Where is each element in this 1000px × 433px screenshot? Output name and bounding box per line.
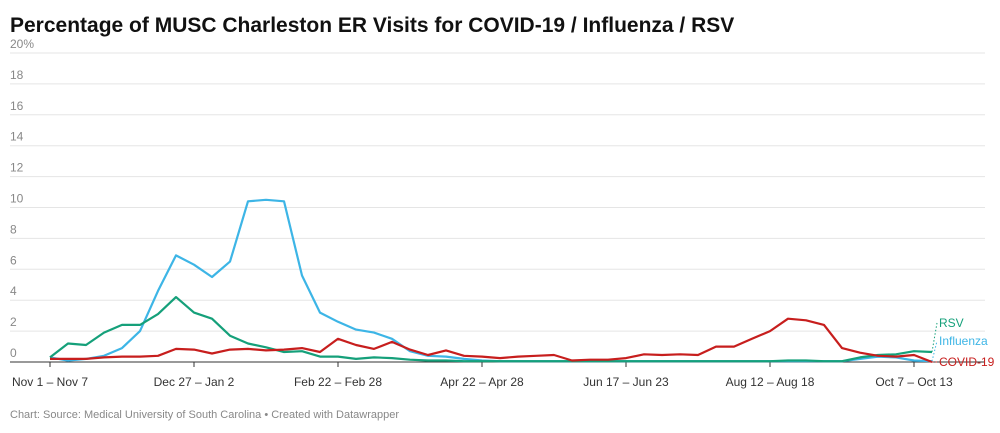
series-label: COVID-19 <box>939 355 995 369</box>
y-tick-label: 2 <box>10 315 17 329</box>
x-tick-label: Oct 7 – Oct 13 <box>875 375 953 389</box>
y-tick-label: 10 <box>10 192 24 206</box>
series-line <box>49 198 933 363</box>
label-leader <box>931 322 938 353</box>
series-label: Influenza <box>939 334 988 348</box>
chart-title: Percentage of MUSC Charleston ER Visits … <box>10 14 734 37</box>
x-tick-label: Feb 22 – Feb 28 <box>294 375 382 389</box>
y-tick-label: 0 <box>10 346 17 360</box>
series-label: RSV <box>939 316 964 330</box>
x-tick-label: Aug 12 – Aug 18 <box>726 375 815 389</box>
y-tick-label: 8 <box>10 222 17 236</box>
y-tick-label: 6 <box>10 253 17 267</box>
series-line <box>49 296 933 363</box>
y-tick-label: 14 <box>10 130 24 144</box>
x-tick-label: Apr 22 – Apr 28 <box>440 375 524 389</box>
x-tick-label: Dec 27 – Jan 2 <box>154 375 235 389</box>
y-tick-label: 20% <box>10 37 34 51</box>
x-tick-label: Nov 1 – Nov 7 <box>12 375 88 389</box>
y-tick-label: 16 <box>10 99 24 113</box>
chart-footer: Chart: Source: Medical University of Sou… <box>10 409 399 421</box>
y-tick-label: 12 <box>10 161 24 175</box>
label-leader <box>931 340 938 362</box>
x-tick-label: Jun 17 – Jun 23 <box>583 375 669 389</box>
series-line <box>50 317 933 364</box>
y-tick-label: 4 <box>10 284 17 298</box>
y-tick-label: 18 <box>10 68 24 82</box>
